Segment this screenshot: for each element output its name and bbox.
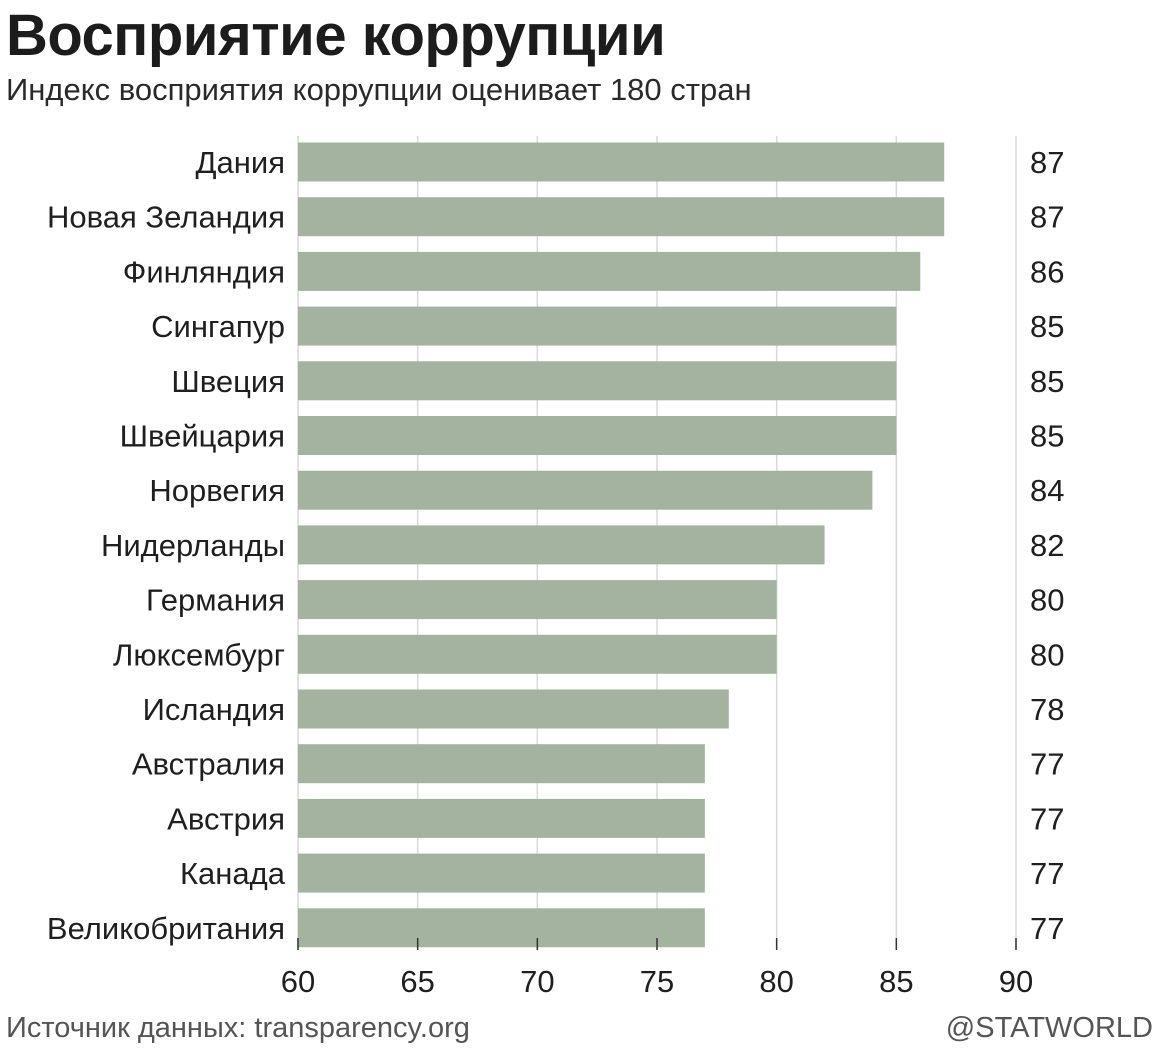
value-label-14: 77: [1030, 911, 1064, 946]
value-label-11: 77: [1030, 747, 1064, 782]
category-label-11: Австралия: [132, 747, 285, 782]
category-label-0: Дания: [196, 145, 285, 180]
x-tick-label-2: 70: [520, 964, 554, 999]
bar-8: [298, 580, 777, 620]
value-label-3: 85: [1030, 309, 1064, 344]
x-tick-label-5: 85: [879, 964, 913, 999]
chart-title: Восприятие коррупции: [6, 3, 666, 68]
value-label-4: 85: [1030, 364, 1064, 399]
category-label-6: Норвегия: [149, 473, 285, 508]
value-label-6: 84: [1030, 473, 1064, 508]
category-label-12: Австрия: [167, 801, 285, 836]
category-label-2: Финляндия: [123, 254, 285, 289]
category-label-1: Новая Зеландия: [47, 200, 285, 235]
bar-0: [298, 142, 945, 182]
x-tick-label-1: 65: [400, 964, 434, 999]
category-label-10: Исландия: [143, 692, 285, 727]
category-label-14: Великобритания: [47, 911, 285, 946]
category-label-4: Швеция: [171, 364, 285, 399]
brand-handle: @STATWORLD: [945, 1012, 1153, 1044]
value-label-8: 80: [1030, 583, 1064, 618]
value-label-2: 86: [1030, 254, 1064, 289]
bar-6: [298, 470, 873, 510]
category-label-3: Сингапур: [151, 309, 285, 344]
value-label-9: 80: [1030, 637, 1064, 672]
bar-10: [298, 689, 729, 729]
value-label-0: 87: [1030, 145, 1064, 180]
x-tick-label-6: 90: [999, 964, 1033, 999]
bar-2: [298, 251, 921, 291]
value-label-1: 87: [1030, 200, 1064, 235]
bar-13: [298, 853, 705, 893]
source-note: Источник данных: transparency.org: [6, 1012, 470, 1044]
bar-4: [298, 361, 897, 401]
bar-12: [298, 798, 705, 838]
bar-1: [298, 197, 945, 237]
x-tick-label-0: 60: [281, 964, 315, 999]
value-label-10: 78: [1030, 692, 1064, 727]
bar-3: [298, 306, 897, 346]
value-label-12: 77: [1030, 801, 1064, 836]
bar-7: [298, 525, 825, 565]
bar-11: [298, 744, 705, 784]
x-tick-label-3: 75: [640, 964, 674, 999]
category-label-13: Канада: [180, 856, 286, 891]
category-label-7: Нидерланды: [101, 528, 285, 563]
x-tick-label-4: 80: [759, 964, 793, 999]
value-label-7: 82: [1030, 528, 1064, 563]
category-label-8: Германия: [146, 583, 285, 618]
category-label-9: Люксембург: [113, 637, 285, 672]
value-label-13: 77: [1030, 856, 1064, 891]
value-label-5: 85: [1030, 419, 1064, 454]
chart-subtitle: Индекс восприятия коррупции оценивает 18…: [6, 72, 752, 107]
category-label-5: Швейцария: [120, 419, 285, 454]
bar-5: [298, 416, 897, 455]
bar-14: [298, 908, 705, 948]
bar-9: [298, 634, 777, 674]
